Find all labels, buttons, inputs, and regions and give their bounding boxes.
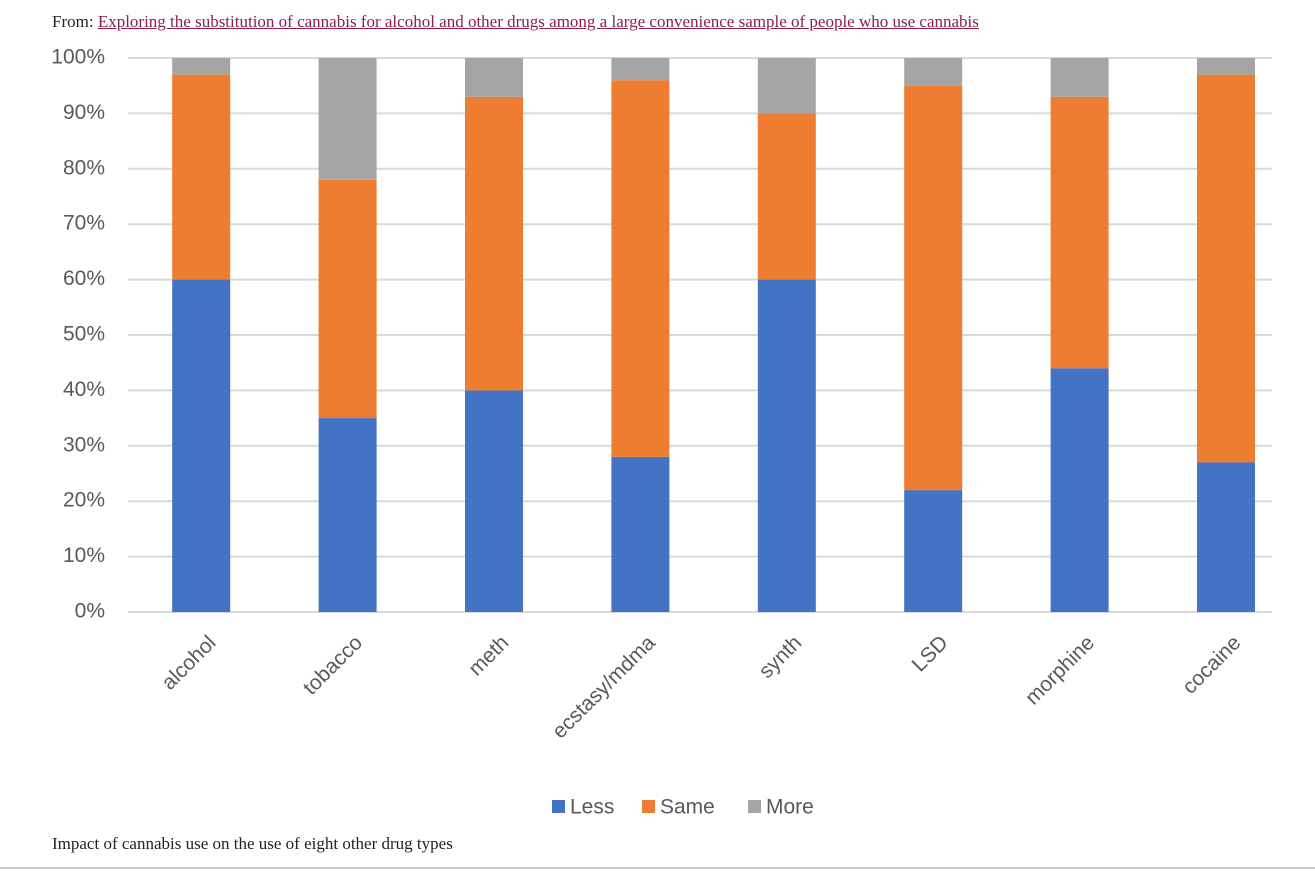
bar-segment — [318, 179, 377, 419]
bar-segment — [465, 390, 523, 612]
bar-segment — [318, 58, 377, 180]
caption: Impact of cannabis use on the use of eig… — [52, 834, 453, 853]
source-prefix: From: — [52, 12, 94, 31]
y-tick-label: 50% — [63, 323, 105, 346]
x-tick-label: tobacco — [299, 631, 367, 699]
bar-segment — [1197, 58, 1255, 75]
bar-segment — [1050, 368, 1109, 612]
chart: 0% 10% 20% 30% 40% 50% 60% 70% 80% 90% 100% alcohol… — [51, 46, 1272, 819]
bar-segment — [757, 279, 816, 612]
bar-segment — [757, 58, 816, 114]
legend-label: More — [766, 796, 814, 819]
y-tick-label: 30% — [63, 433, 105, 456]
y-tick-label: 100% — [51, 46, 105, 69]
y-tick-label: 40% — [63, 378, 105, 401]
x-tick-label: meth — [464, 631, 513, 680]
bar-segment — [904, 490, 963, 612]
legend-label: Less — [570, 796, 614, 819]
y-tick-label: 20% — [63, 489, 105, 512]
y-tick-label: 60% — [63, 267, 105, 290]
bar-segment — [465, 58, 523, 97]
y-tick-label: 80% — [63, 156, 105, 179]
bar-segment — [172, 74, 231, 280]
bar-segment — [172, 279, 231, 612]
x-tick-label: ecstasy/mdma — [548, 631, 660, 743]
bar-segment — [611, 58, 670, 81]
bar-segment — [904, 85, 963, 491]
x-tick-label: morphine — [1021, 631, 1099, 709]
x-tick-label: cocaine — [1178, 631, 1245, 698]
bar-segment — [611, 80, 670, 457]
bar-segment — [465, 96, 523, 391]
bar-segment — [318, 418, 377, 612]
bar-segment — [1050, 58, 1109, 97]
x-tick-label: synth — [754, 631, 806, 683]
y-tick-label: 10% — [63, 544, 105, 567]
bar-segment — [1197, 74, 1255, 463]
legend-swatch — [552, 800, 565, 813]
source-link[interactable]: Exploring the substitution of cannabis f… — [97, 12, 979, 31]
legend-swatch — [748, 800, 761, 813]
y-tick-label: 70% — [63, 212, 105, 235]
legend-label: Same — [660, 796, 715, 819]
divider — [0, 867, 1315, 869]
bar-segment — [1050, 96, 1109, 369]
bar-segment — [611, 456, 670, 612]
bar-segment — [757, 113, 816, 280]
source: From: Exploring the substitution of cann… — [52, 12, 979, 32]
y-tick-label: 0% — [75, 600, 105, 623]
x-tick-label: LSD — [908, 631, 953, 676]
legend-swatch — [642, 800, 655, 813]
y-tick-label: 90% — [63, 101, 105, 124]
bar-segment — [172, 58, 231, 75]
bar-segment — [904, 58, 963, 86]
bar-segment — [1197, 462, 1255, 612]
x-tick-label: alcohol — [157, 631, 220, 694]
